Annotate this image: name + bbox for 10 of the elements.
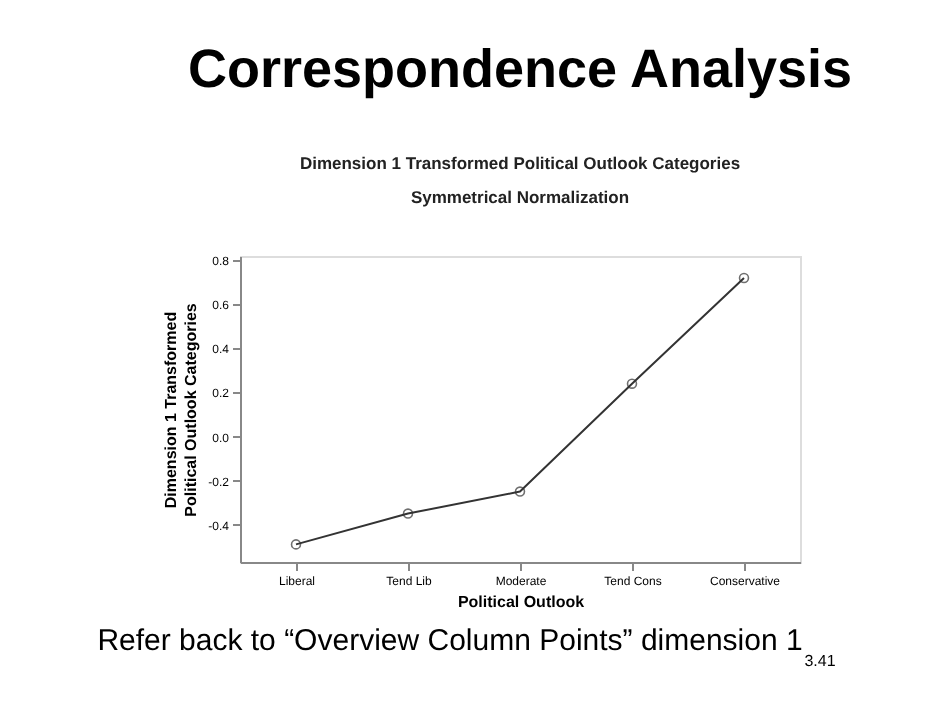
point xyxy=(626,378,638,389)
text: Refer back to “Overview Column Points” dimension 1 xyxy=(97,624,803,658)
y-axis-title: Dimension 1 Transformed Political Outlook Categories xyxy=(162,302,201,517)
text: Symmetrical Normalization xyxy=(410,187,630,208)
x-axis-title: Political Outlook xyxy=(457,593,586,611)
point xyxy=(402,508,414,519)
chart-subtitle: Dimension 1 Transformed Political Outlook Categories xyxy=(299,153,741,174)
point xyxy=(514,486,526,497)
chart-title: Correspondence Analysis xyxy=(187,39,853,100)
text: 3.41 xyxy=(804,652,837,670)
